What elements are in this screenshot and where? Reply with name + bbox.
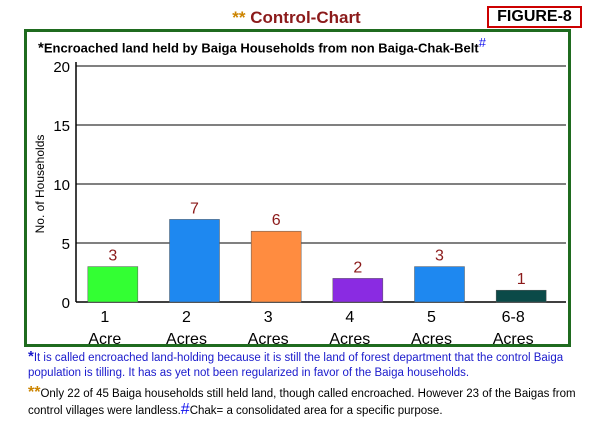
chart-frame xyxy=(24,29,571,347)
subtitle-star: * xyxy=(38,39,44,57)
bar xyxy=(495,289,547,303)
title-stars: ** xyxy=(232,8,246,27)
x-tick-number: 2 xyxy=(182,309,191,326)
x-tick-unit: Acres xyxy=(248,331,289,348)
y-tick-label: 5 xyxy=(62,236,70,253)
bar xyxy=(414,266,465,303)
y-tick-label: 15 xyxy=(53,118,70,135)
x-tick-unit: Acre xyxy=(88,331,121,348)
x-tick-number: 6-8 xyxy=(502,309,525,326)
y-axis-label: No. of Households xyxy=(33,135,47,234)
note2-text: Only 22 of 45 Baiga households still hel… xyxy=(28,388,576,417)
footnote-1: *It is called encroached land-holding be… xyxy=(28,349,583,381)
data-label: 2 xyxy=(353,259,362,276)
note1-text: It is called encroached land-holding bec… xyxy=(28,352,564,379)
note2-hash: # xyxy=(180,401,190,418)
note1-star: * xyxy=(28,348,34,365)
y-tick-label: 10 xyxy=(53,177,70,194)
x-tick-unit: Acres xyxy=(329,331,370,348)
chart-subtitle: *Encroached land held by Baiga Household… xyxy=(38,35,486,56)
data-label: 3 xyxy=(108,248,117,265)
x-tick-number: 1 xyxy=(100,309,109,326)
data-label: 3 xyxy=(435,248,444,265)
note2-tail: Chak= a consolidated area for a specific… xyxy=(189,405,443,417)
title-text: Control-Chart xyxy=(250,8,361,27)
y-tick-label: 0 xyxy=(62,295,70,312)
data-label: 1 xyxy=(517,271,526,288)
x-tick-unit: Acres xyxy=(411,331,452,348)
bar xyxy=(332,278,384,303)
x-tick-number: 5 xyxy=(427,309,436,326)
chart-title: ** Control-Chart xyxy=(0,8,593,28)
x-tick-number: 4 xyxy=(345,309,354,326)
footnote-2: **Only 22 of 45 Baiga households still h… xyxy=(28,385,583,419)
subtitle-hash: # xyxy=(478,35,486,50)
figure-label: FIGURE-8 xyxy=(487,6,582,28)
x-tick-unit: Acres xyxy=(166,331,207,348)
bar xyxy=(87,266,139,303)
y-tick-label: 20 xyxy=(53,59,70,76)
bar xyxy=(169,219,220,303)
note2-star: ** xyxy=(28,384,41,401)
x-tick-unit: Acres xyxy=(493,331,534,348)
subtitle-text: Encroached land held by Baiga Households… xyxy=(43,40,479,56)
bar xyxy=(250,230,302,303)
data-label: 7 xyxy=(190,200,199,217)
x-tick-number: 3 xyxy=(264,309,273,326)
data-label: 6 xyxy=(272,212,281,229)
